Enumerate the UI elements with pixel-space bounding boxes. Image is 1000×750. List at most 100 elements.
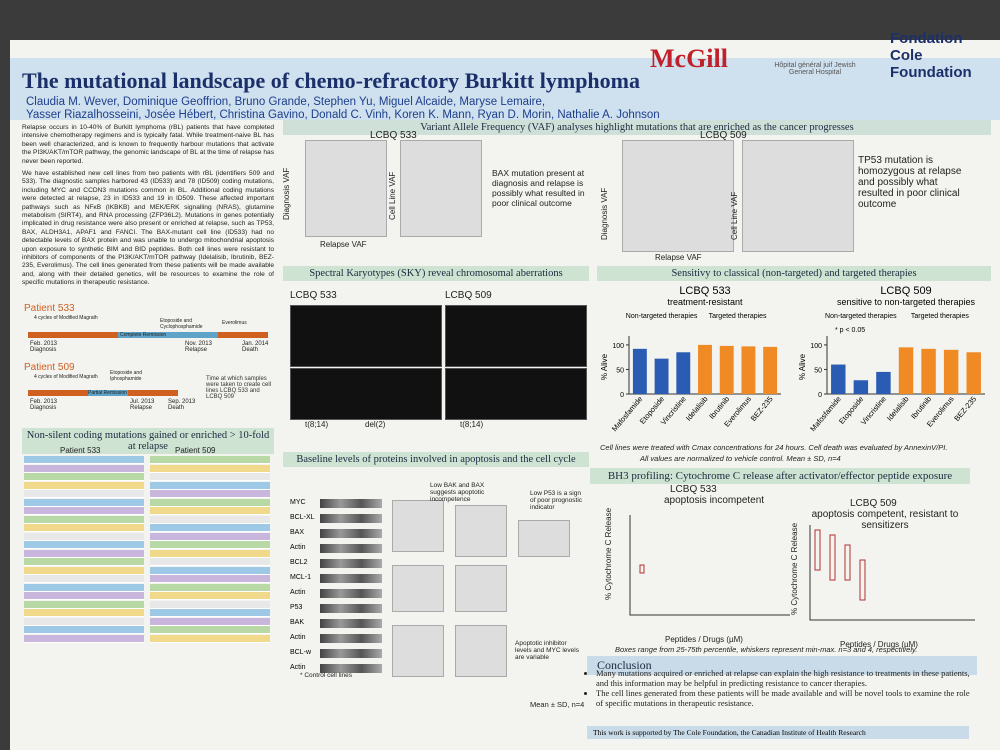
blot-row: MYC: [290, 497, 385, 511]
blot-label: MCL-1: [290, 574, 312, 581]
blot-label: BAK: [290, 619, 305, 626]
table-row: [24, 600, 144, 609]
bar-plot: [455, 505, 507, 557]
phase: Complete Remission: [120, 332, 167, 338]
bar: [676, 352, 691, 394]
karyotype: [445, 305, 587, 367]
drug: Etoposide and Cyclophosphamide: [160, 318, 203, 330]
event: Nov. 2013 Relapse: [185, 341, 212, 353]
logo: McGill: [650, 44, 728, 73]
boxes: [639, 529, 866, 601]
drug: Everolimus: [222, 320, 247, 326]
sky-label: t(8;14): [305, 420, 329, 429]
bar: [943, 349, 959, 394]
blot-band: [320, 499, 382, 508]
table-row: [24, 532, 144, 541]
panel-title: LCBQ 533: [670, 484, 717, 495]
table-row: [24, 609, 144, 617]
bar: [741, 346, 756, 394]
blot-row: BAK: [290, 617, 385, 631]
blot-band: [320, 634, 382, 643]
blot-row: Actin: [290, 587, 385, 601]
bar: [831, 364, 846, 394]
event: Jan. 2014 Death: [242, 341, 269, 353]
table-row: [24, 626, 144, 634]
annotation: Apoptotic inhibitor levels and MYC level…: [515, 640, 579, 661]
bullet: Many mutations acquired or enriched at r…: [596, 668, 971, 688]
blot-label: MYC: [290, 499, 306, 506]
blot-band: [320, 529, 382, 538]
table-row: [150, 524, 270, 532]
panel-title: LCBQ 533: [370, 130, 417, 141]
bar: [853, 380, 869, 394]
section-title: Baseline levels of proteins involved in …: [283, 452, 589, 467]
table-row: [150, 592, 270, 600]
table-row: [24, 456, 144, 464]
chart-subtitle: treatment-resistant: [667, 297, 743, 307]
annotation: TP53 mutation is homozygous at relapse a…: [858, 155, 962, 210]
paragraph: We have established new cell lines from …: [22, 170, 274, 287]
blot-band: [320, 574, 382, 583]
karyotype: [445, 368, 587, 420]
blot-row: BAX: [290, 527, 385, 541]
blot-row: BCL-XL: [290, 512, 385, 526]
timeline-legend: Time at which samples were taken to crea…: [206, 376, 272, 400]
scatter-plot: [742, 140, 854, 252]
bar-plot: [455, 625, 507, 677]
blot-band: [320, 649, 382, 658]
bar: [654, 358, 669, 394]
y-axis-label: % Alive: [798, 353, 807, 380]
table-row: [150, 464, 270, 473]
table-row: [150, 532, 270, 541]
group-label: Targeted therapies: [911, 313, 969, 320]
axes: [629, 515, 975, 621]
bar: [898, 347, 914, 394]
table-row: [24, 634, 144, 643]
section-title: Non-silent coding mutations gained or en…: [22, 428, 274, 454]
logo: Fondation Cole Foundation: [890, 30, 972, 81]
group-label: Targeted therapies: [709, 313, 767, 320]
authors: Yasser Riazalhosseini, Josée Hébert, Chr…: [26, 109, 660, 121]
panel-subtitle: apoptosis incompetent: [664, 495, 765, 506]
annotation: BAX mutation present at diagnosis and re…: [492, 168, 585, 208]
blot-label: BCL2: [290, 559, 308, 566]
y-tick-label: 100: [612, 343, 624, 350]
table-row: [150, 583, 270, 592]
bar: [966, 352, 981, 394]
table-row: [150, 498, 270, 507]
timeline-bar: [28, 390, 178, 396]
footnote: * Control cell lines: [300, 672, 353, 679]
y-axis-label: % Alive: [600, 353, 609, 380]
table-row: [24, 524, 144, 532]
axis-label: % Cytochrome C Release: [790, 522, 799, 615]
x-tick-label: Idelalisib: [684, 395, 710, 423]
y-tick-label: 0: [620, 392, 624, 399]
table-row: [150, 566, 270, 575]
x-tick-label: Mafosfamide: [808, 395, 842, 434]
event: Feb. 2013 Diagnosis: [30, 341, 58, 353]
group-label: Non-targeted therapies: [626, 313, 698, 320]
bar: [921, 348, 936, 394]
bar: [632, 348, 647, 394]
box: [829, 534, 836, 581]
blot-label: BCL-w: [290, 649, 312, 656]
table-row: [24, 481, 144, 490]
scatter-plot: [305, 140, 387, 237]
chart-note: * p < 0.05: [835, 327, 865, 334]
blot-band: [320, 604, 382, 613]
table-row: [24, 515, 144, 524]
blot-label: P53: [290, 604, 303, 611]
table-row: [150, 507, 270, 515]
table-row: [150, 549, 270, 558]
table-row: [150, 490, 270, 498]
x-tick-label: Idelalisib: [885, 395, 911, 423]
table-row: [24, 583, 144, 592]
table-row: [24, 473, 144, 481]
table-row: [150, 626, 270, 634]
table-row: [150, 515, 270, 524]
box: [639, 564, 645, 574]
section-title: Sensitivy to classical (non-targeted) an…: [597, 266, 991, 281]
phase-bar: [118, 332, 218, 338]
